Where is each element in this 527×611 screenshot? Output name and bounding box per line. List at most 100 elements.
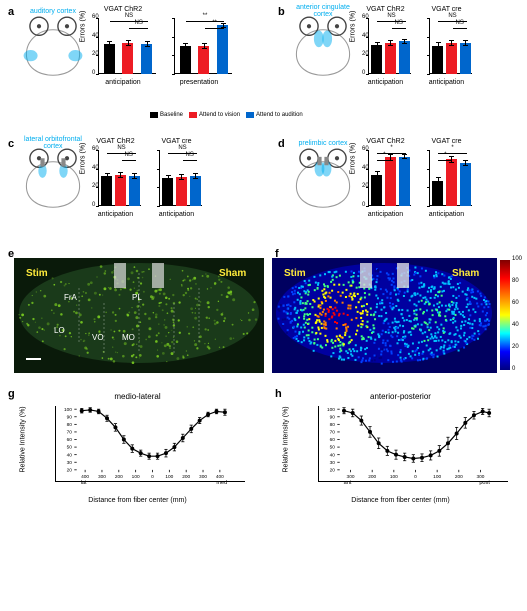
svg-text:90: 90 <box>330 414 336 420</box>
error-bar <box>377 171 378 178</box>
bars <box>161 150 202 206</box>
svg-text:300: 300 <box>347 474 355 480</box>
bar <box>141 18 152 74</box>
y-tick: 20 <box>92 183 99 189</box>
svg-text:90: 90 <box>67 414 73 420</box>
svg-text:400: 400 <box>216 474 224 480</box>
svg-text:400: 400 <box>81 474 89 480</box>
error-bar <box>465 40 466 46</box>
x-axis-label: anticipation <box>419 211 474 218</box>
y-axis <box>368 150 369 206</box>
significance: NS <box>168 145 197 151</box>
svg-text:70: 70 <box>330 430 336 436</box>
significance: NS <box>110 13 149 19</box>
significance: * <box>438 152 452 158</box>
legend-item: Attend to audition <box>246 112 303 118</box>
svg-text:PL: PL <box>132 293 142 302</box>
y-axis <box>429 18 430 74</box>
svg-text:30: 30 <box>67 460 73 466</box>
svg-text:20: 20 <box>67 467 73 473</box>
bar <box>122 18 133 74</box>
error-bar <box>438 42 439 49</box>
bar <box>101 150 112 206</box>
legend-item: Baseline <box>150 112 183 118</box>
colorbar-tick: 100 <box>512 256 522 262</box>
x-axis-label: Distance from fiber center (mm) <box>283 497 518 504</box>
bar <box>371 150 382 206</box>
charts-b: VGAT ChR2Errors (%)0204060NSNSanticipati… <box>358 8 474 86</box>
y-tick: 20 <box>92 51 99 57</box>
svg-text:40: 40 <box>330 452 336 458</box>
error-bar <box>195 173 196 179</box>
bar <box>432 18 443 74</box>
bar <box>162 150 173 206</box>
panel-b-label: b <box>278 6 285 18</box>
charts-d: VGAT ChR2Errors (%)0204060**anticipation… <box>358 140 474 218</box>
y-axis <box>174 18 175 74</box>
x-axis-label: anticipation <box>88 79 158 86</box>
error-bar <box>128 40 129 46</box>
bar <box>460 18 471 74</box>
panel-e-image: StimShamFrAPLLOVOMO <box>14 258 264 373</box>
svg-text:300: 300 <box>199 474 207 480</box>
svg-text:post: post <box>479 480 490 486</box>
svg-text:0: 0 <box>414 474 417 480</box>
bar <box>446 150 457 206</box>
y-tick: 60 <box>92 146 99 152</box>
y-tick: 40 <box>92 165 99 171</box>
bars <box>176 18 232 74</box>
y-axis <box>98 150 99 206</box>
svg-text:Sham: Sham <box>219 268 246 279</box>
svg-text:80: 80 <box>330 422 336 428</box>
panel-b: anterior cingulate cortex VGAT ChR2Error… <box>288 8 474 86</box>
panel-c-label: c <box>8 138 14 150</box>
svg-text:200: 200 <box>182 474 190 480</box>
y-axis <box>368 18 369 74</box>
bars <box>100 18 156 74</box>
bar <box>129 150 140 206</box>
panel-g-chart: medio-lateral Relative Intensity (%) 203… <box>20 392 255 502</box>
svg-text:VO: VO <box>92 333 104 342</box>
error-bar <box>109 41 110 47</box>
significance: * <box>438 145 467 151</box>
significance: NS <box>122 152 136 158</box>
brain-d <box>288 140 358 215</box>
bar <box>198 18 209 74</box>
panel-h-chart: anterior-posterior Relative Intensity (%… <box>283 392 518 502</box>
error-bar <box>134 173 135 179</box>
svg-text:300: 300 <box>98 474 106 480</box>
svg-text:ant: ant <box>344 480 352 486</box>
error-bar <box>204 43 205 49</box>
svg-text:MO: MO <box>122 333 135 342</box>
error-bar <box>390 40 391 46</box>
significance: NS <box>453 20 467 26</box>
bar <box>460 150 471 206</box>
chart-title: medio-lateral <box>20 392 255 401</box>
bar <box>385 18 396 74</box>
y-tick: 20 <box>362 51 369 57</box>
x-axis-label: presentation <box>164 79 234 86</box>
bars <box>431 150 472 206</box>
error-bar <box>377 42 378 48</box>
bars <box>431 18 472 74</box>
y-tick: 0 <box>362 70 365 76</box>
brain-c <box>18 140 88 215</box>
svg-text:100: 100 <box>132 474 140 480</box>
chart-title: anterior-posterior <box>283 392 518 401</box>
svg-text:med: med <box>216 480 227 486</box>
chart-title: VGAT cre <box>419 6 474 13</box>
colorbar-tick: 20 <box>512 344 519 350</box>
svg-text:20: 20 <box>330 467 336 473</box>
y-axis-label: Errors (%) <box>80 143 87 175</box>
significance: NS <box>107 145 136 151</box>
significance: ** <box>205 20 224 26</box>
svg-text:60: 60 <box>67 437 73 443</box>
error-bar <box>404 154 405 160</box>
svg-text:200: 200 <box>115 474 123 480</box>
bar <box>446 18 457 74</box>
y-tick: 0 <box>92 70 95 76</box>
bars <box>100 150 141 206</box>
svg-text:FrA: FrA <box>64 293 78 302</box>
svg-text:Sham: Sham <box>452 268 479 279</box>
svg-text:0: 0 <box>151 474 154 480</box>
